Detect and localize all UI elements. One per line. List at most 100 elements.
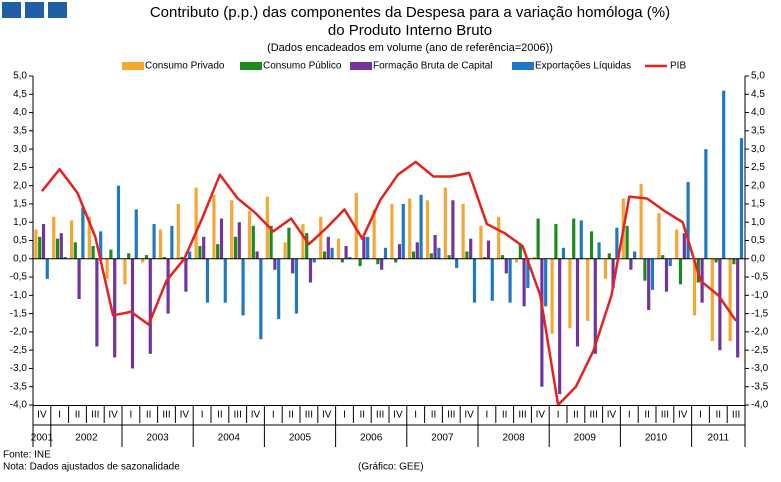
bar xyxy=(134,209,138,259)
bar xyxy=(59,233,63,259)
bar xyxy=(739,138,744,259)
x-tick-label: I xyxy=(272,410,275,421)
y-tick-label: 2,0 xyxy=(13,180,27,191)
bar xyxy=(647,258,651,310)
bar xyxy=(348,256,352,259)
x-tick-label: IV xyxy=(37,410,47,421)
bar xyxy=(291,258,295,274)
bar xyxy=(123,258,127,285)
bar xyxy=(657,213,661,259)
bar xyxy=(411,251,416,259)
bar xyxy=(251,225,255,259)
bar xyxy=(561,247,566,259)
bar xyxy=(237,222,241,259)
year-label: 2010 xyxy=(645,433,668,444)
x-tick-label: II xyxy=(573,410,579,421)
bar xyxy=(277,258,281,320)
bar xyxy=(336,238,341,259)
y-tick-label: -3,5 xyxy=(10,381,28,392)
bar xyxy=(287,227,291,259)
bar xyxy=(419,194,423,259)
bar xyxy=(63,256,67,259)
bar xyxy=(625,225,629,259)
bar xyxy=(301,224,305,259)
x-tick-label: II xyxy=(431,410,437,421)
year-label: 2004 xyxy=(218,433,241,444)
bar xyxy=(34,229,38,259)
bar xyxy=(188,251,192,259)
bar xyxy=(322,251,327,259)
year-label: 2005 xyxy=(289,433,312,444)
bar xyxy=(675,229,679,259)
bar xyxy=(629,258,633,270)
x-tick-label: IV xyxy=(393,410,403,421)
bar xyxy=(212,194,216,259)
bar xyxy=(682,233,686,259)
x-tick-label: III xyxy=(661,410,669,421)
x-tick-label: I xyxy=(699,410,702,421)
y2-tick-label: -4,0 xyxy=(751,400,769,411)
bar xyxy=(483,256,487,259)
credit: (Gráfico: GEE) xyxy=(358,462,424,473)
bar xyxy=(429,253,433,259)
chart-title: Contributo (p.p.) das componentes da Des… xyxy=(150,4,670,21)
legend-label: Consumo Público xyxy=(263,61,342,72)
bar xyxy=(219,218,224,259)
bar xyxy=(664,258,669,292)
y2-tick-label: 5,0 xyxy=(751,71,765,82)
bar xyxy=(633,251,637,259)
logo-block xyxy=(25,2,44,18)
bar xyxy=(668,258,672,267)
bar xyxy=(401,203,405,259)
bar xyxy=(408,198,412,259)
legend-swatch xyxy=(512,62,534,70)
bar xyxy=(170,225,174,259)
legend-label: Exportações Líquidas xyxy=(535,61,631,72)
bar xyxy=(340,258,344,263)
x-tick-label: IV xyxy=(251,410,261,421)
y2-tick-label: -3,0 xyxy=(751,363,769,374)
chart-subtitle: (Dados encadeados em volume (ano de refe… xyxy=(267,42,553,54)
y-tick-label: 4,0 xyxy=(13,107,27,118)
x-tick-label: III xyxy=(590,410,598,421)
bar xyxy=(736,258,740,358)
bar xyxy=(469,238,473,259)
bar xyxy=(166,258,170,314)
bar xyxy=(451,200,455,259)
y-tick-label: 4,5 xyxy=(13,89,27,100)
year-label: 2008 xyxy=(502,433,525,444)
x-tick-label: IV xyxy=(322,410,332,421)
x-tick-label: IV xyxy=(180,410,190,421)
y-tick-label: 5,0 xyxy=(13,71,27,82)
y-tick-label: 1,0 xyxy=(13,217,27,228)
bar xyxy=(294,258,299,314)
bar xyxy=(455,258,459,268)
x-tick-label: I xyxy=(201,410,204,421)
bar xyxy=(113,258,117,358)
bar xyxy=(540,258,544,387)
x-tick-label: IV xyxy=(108,410,118,421)
x-tick-label: III xyxy=(732,410,740,421)
x-tick-label: I xyxy=(343,410,346,421)
x-tick-label: I xyxy=(557,410,560,421)
bar xyxy=(87,216,91,259)
bar xyxy=(81,207,85,259)
bar xyxy=(55,238,60,259)
year-label: 2011 xyxy=(708,433,730,444)
bar xyxy=(472,258,477,303)
bar xyxy=(390,203,394,259)
y2-tick-label: -0,5 xyxy=(751,272,769,283)
x-tick-label: I xyxy=(58,410,61,421)
bar xyxy=(158,229,163,259)
bar xyxy=(686,182,690,259)
bar xyxy=(255,251,259,259)
x-tick-label: III xyxy=(376,410,384,421)
bar xyxy=(732,258,736,265)
bar xyxy=(116,185,121,259)
y-tick-label: -1,5 xyxy=(10,308,28,319)
y2-tick-label: 4,0 xyxy=(751,107,765,118)
bar xyxy=(38,236,42,259)
bar xyxy=(230,200,234,259)
bar xyxy=(259,258,263,340)
bar xyxy=(607,253,611,259)
